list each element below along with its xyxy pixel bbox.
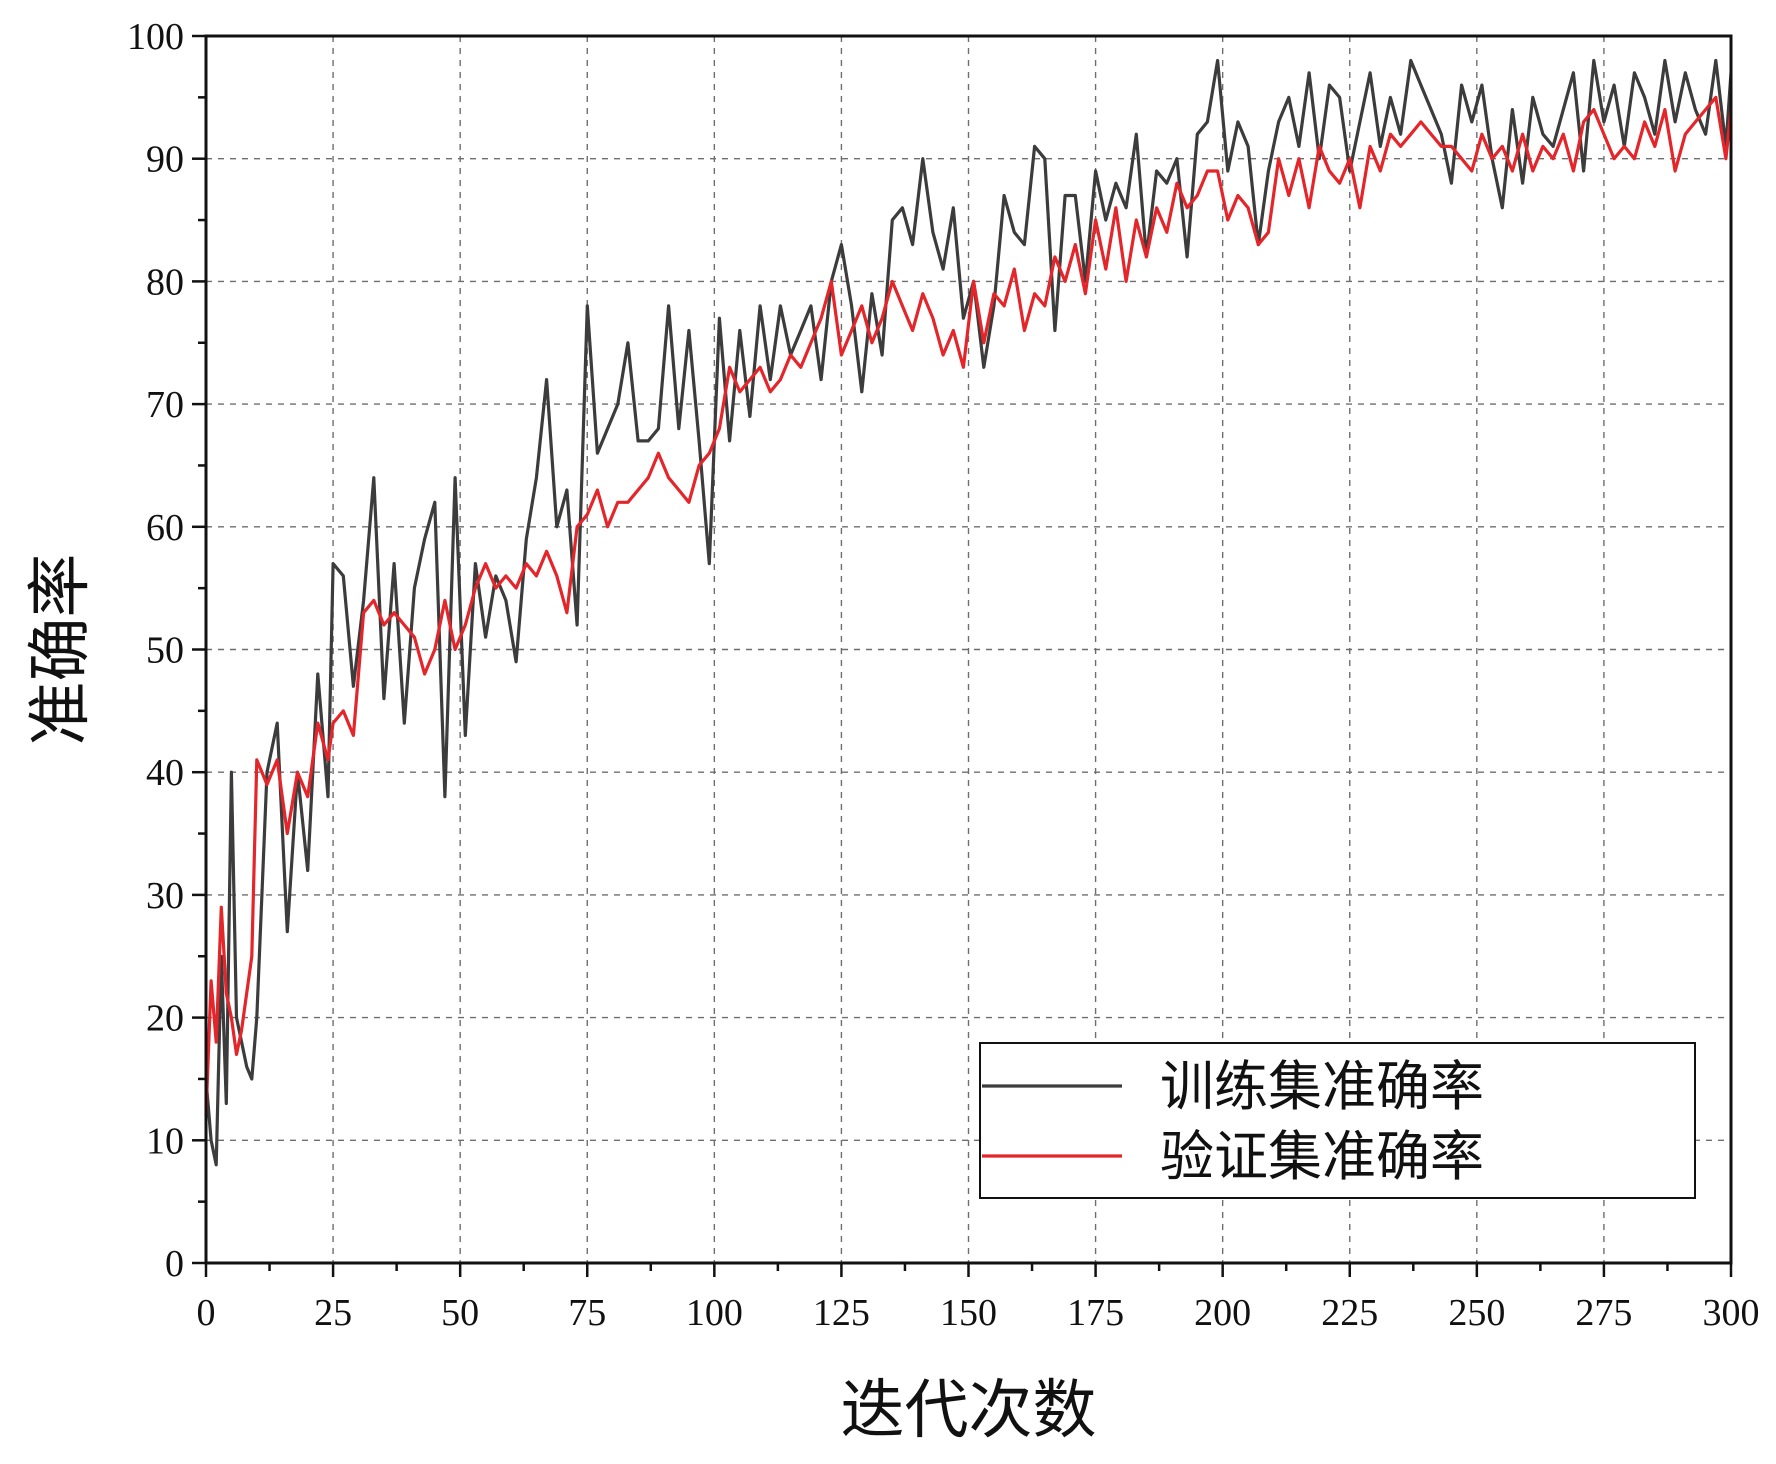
legend: 训练集准确率 验证集准确率 <box>979 1042 1696 1199</box>
x-axis-title: 迭代次数 <box>841 1375 1097 1446</box>
x-tick-label: 200 <box>1194 1292 1251 1334</box>
series-line-0 <box>204 58 1733 1167</box>
x-tick-label: 250 <box>1448 1292 1505 1334</box>
x-tick-label: 100 <box>686 1292 743 1334</box>
y-tick-label: 90 <box>146 139 184 181</box>
legend-box <box>979 1042 1696 1199</box>
y-tick-label: 70 <box>146 384 184 426</box>
grid-lines <box>206 36 1731 1263</box>
x-tick-label: 150 <box>940 1292 997 1334</box>
series-layer <box>204 58 1733 1167</box>
y-tick-label: 100 <box>127 16 184 58</box>
x-tick-label: 0 <box>197 1292 216 1334</box>
x-tick-label: 225 <box>1321 1292 1378 1334</box>
y-tick-label: 10 <box>146 1120 184 1162</box>
y-tick-label: 0 <box>165 1243 184 1285</box>
x-tick-label: 50 <box>441 1292 479 1334</box>
y-tick-label: 40 <box>146 752 184 794</box>
x-tick-label: 125 <box>813 1292 870 1334</box>
x-tick-label: 175 <box>1067 1292 1124 1334</box>
y-axis-title: 准确率 <box>25 554 96 746</box>
y-tick-label: 60 <box>146 507 184 549</box>
x-tick-label: 300 <box>1703 1292 1760 1334</box>
y-tick-label: 30 <box>146 875 184 917</box>
x-tick-label: 75 <box>568 1292 606 1334</box>
series-line-1 <box>204 95 1733 1116</box>
y-tick-label: 50 <box>146 630 184 672</box>
x-tick-label: 275 <box>1575 1292 1632 1334</box>
y-tick-label: 80 <box>146 261 184 303</box>
legend-label-validation: 验证集准确率 <box>1160 1127 1484 1187</box>
x-tick-label: 25 <box>314 1292 352 1334</box>
y-tick-label: 20 <box>146 998 184 1040</box>
ticks: 0 25 50 75 100 125 150 175 200 225 250 275 300 0 10 20 3… <box>127 16 1760 1334</box>
legend-label-train: 训练集准确率 <box>1160 1057 1484 1117</box>
